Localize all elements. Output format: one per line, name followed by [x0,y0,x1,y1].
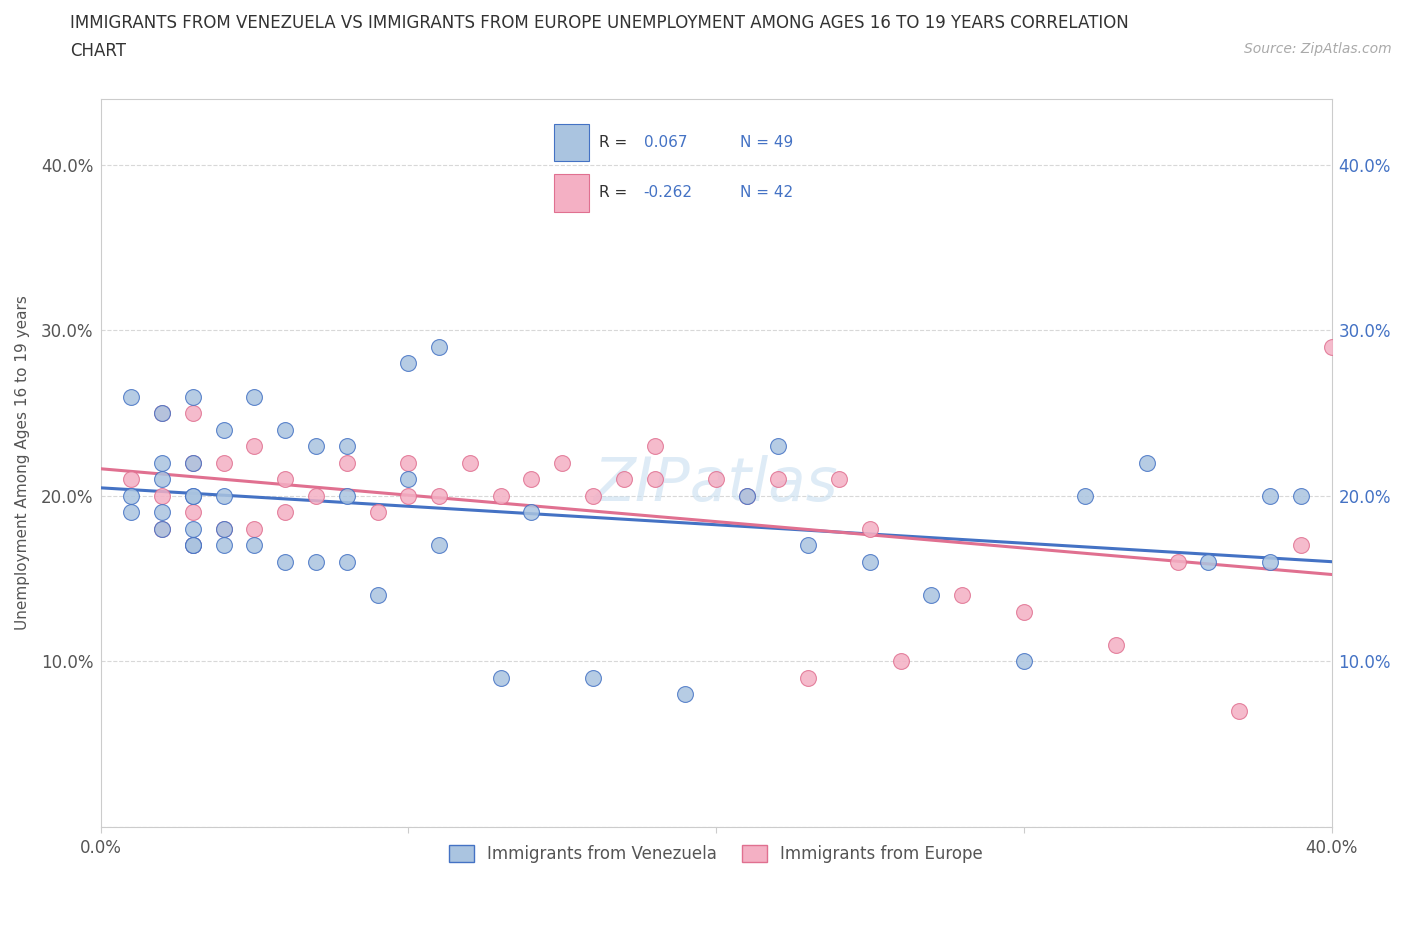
Point [367,505,389,520]
Point [305,439,328,454]
Point [181,538,204,552]
Point [212,522,235,537]
Point [489,488,512,503]
Point [120,389,142,404]
Point [274,554,297,569]
Point [120,488,142,503]
Point [644,472,666,486]
Point [673,687,696,702]
Point [212,538,235,552]
Point [150,488,173,503]
Point [1167,554,1189,569]
Text: CHART: CHART [70,42,127,60]
Point [181,522,204,537]
Point [396,472,419,486]
Point [336,439,359,454]
Point [859,554,882,569]
Point [336,554,359,569]
Point [427,488,450,503]
Point [1012,604,1035,619]
Point [212,422,235,437]
Point [766,439,789,454]
Point [1289,488,1312,503]
Point [181,456,204,471]
Point [336,488,359,503]
Point [305,488,328,503]
Point [336,456,359,471]
Point [551,456,574,471]
Point [1320,339,1343,354]
Point [1012,654,1035,669]
Point [181,505,204,520]
Point [1227,703,1250,718]
Point [181,538,204,552]
Point [212,456,235,471]
Point [367,588,389,603]
Point [181,405,204,420]
Point [520,472,543,486]
Point [458,456,481,471]
Point [766,472,789,486]
Point [181,456,204,471]
Point [1258,554,1281,569]
Point [181,389,204,404]
Point [644,439,666,454]
Point [274,472,297,486]
Point [582,488,605,503]
Point [305,554,328,569]
Point [150,456,173,471]
Point [274,505,297,520]
Point [828,472,851,486]
Point [150,522,173,537]
Point [243,389,266,404]
Point [274,422,297,437]
Point [890,654,912,669]
Point [150,472,173,486]
Point [243,439,266,454]
Point [582,671,605,685]
Point [150,522,173,537]
Point [704,472,727,486]
Point [1197,554,1219,569]
Point [735,488,758,503]
Point [243,522,266,537]
Point [150,405,173,420]
Point [1136,456,1159,471]
Point [181,488,204,503]
Point [181,538,204,552]
Point [1074,488,1097,503]
Point [859,522,882,537]
Point [520,505,543,520]
Point [797,538,820,552]
Point [150,505,173,520]
Point [427,538,450,552]
Point [950,588,973,603]
Text: IMMIGRANTS FROM VENEZUELA VS IMMIGRANTS FROM EUROPE UNEMPLOYMENT AMONG AGES 16 T: IMMIGRANTS FROM VENEZUELA VS IMMIGRANTS … [70,14,1129,32]
Point [797,671,820,685]
Point [181,488,204,503]
Point [212,488,235,503]
Text: Source: ZipAtlas.com: Source: ZipAtlas.com [1244,42,1392,56]
Point [613,472,636,486]
Point [1105,637,1128,652]
Legend: Immigrants from Venezuela, Immigrants from Europe: Immigrants from Venezuela, Immigrants fr… [443,838,990,870]
Point [212,522,235,537]
Y-axis label: Unemployment Among Ages 16 to 19 years: Unemployment Among Ages 16 to 19 years [15,295,30,631]
Point [396,488,419,503]
Point [1289,538,1312,552]
Point [150,405,173,420]
Point [427,339,450,354]
Point [396,456,419,471]
Point [735,488,758,503]
Point [1258,488,1281,503]
Point [120,472,142,486]
Point [120,505,142,520]
Point [921,588,943,603]
Point [396,356,419,371]
Text: ZIPatlas: ZIPatlas [593,455,838,514]
Point [243,538,266,552]
Point [489,671,512,685]
